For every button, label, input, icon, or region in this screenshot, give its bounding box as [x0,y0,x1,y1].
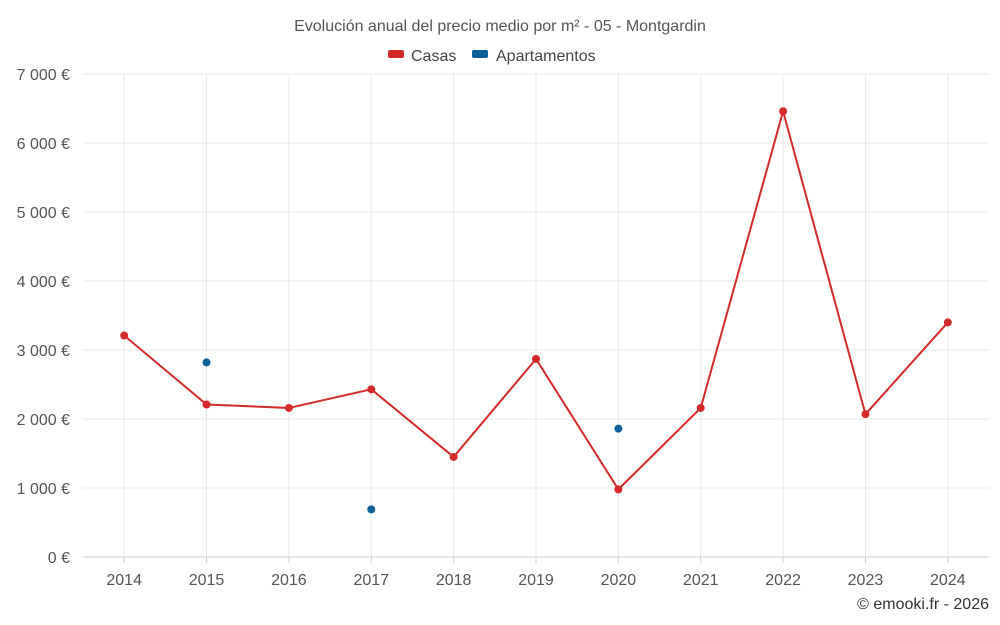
y-tick-label: 3 000 € [17,343,70,360]
legend-swatch-apartamentos [472,50,488,58]
data-point-casas[interactable] [779,107,788,116]
data-point-casas[interactable] [120,331,129,340]
y-tick-label: 6 000 € [17,136,70,153]
credit-text: © emooki.fr - 2026 [857,596,989,613]
x-tick-label: 2021 [683,572,719,589]
y-tick-label: 1 000 € [17,481,70,498]
data-point-apartamentos[interactable] [367,505,376,514]
x-tick-label: 2015 [189,572,225,589]
data-point-casas[interactable] [284,403,293,412]
x-axis-ticks: 2014 2015 2016 2017 2018 2019 2020 2021 2022 2023… [106,557,966,589]
x-tick-label: 2022 [765,572,801,589]
data-point-casas[interactable] [449,452,458,461]
x-tick-label: 2023 [848,572,884,589]
x-tick-label: 2018 [436,572,472,589]
data-point-casas[interactable] [532,354,540,363]
legend: Casas Apartamentos [388,48,596,65]
data-point-casas[interactable] [614,485,623,494]
x-tick-label: 2019 [518,572,554,589]
x-tick-label: 2017 [353,572,389,589]
x-tick-label: 2020 [601,572,637,589]
gridlines [83,73,989,558]
x-tick-label: 2024 [930,572,966,589]
data-point-casas[interactable] [696,403,705,412]
data-point-casas[interactable] [943,318,952,327]
legend-label-apartamentos[interactable]: Apartamentos [496,48,596,65]
y-tick-label: 0 € [48,550,70,567]
data-point-apartamentos[interactable] [614,424,623,433]
data-point-casas[interactable] [861,410,870,419]
y-axis-ticks: 0 € 1 000 € 2 000 € 3 000 € 4 000 € 5 000 € 6 … [17,67,70,567]
y-tick-label: 7 000 € [17,67,70,84]
y-tick-label: 4 000 € [17,274,70,291]
y-tick-label: 5 000 € [17,205,70,222]
legend-label-casas[interactable]: Casas [411,48,456,65]
data-point-apartamentos[interactable] [202,358,211,367]
y-tick-label: 2 000 € [17,412,70,429]
x-tick-label: 2014 [106,572,142,589]
x-tick-label: 2016 [271,572,307,589]
data-point-casas[interactable] [202,400,211,409]
data-point-casas[interactable] [367,385,376,394]
chart-title: Evolución anual del precio medio por m² … [294,18,706,35]
series-layer [120,107,952,514]
legend-swatch-casas [388,50,404,58]
